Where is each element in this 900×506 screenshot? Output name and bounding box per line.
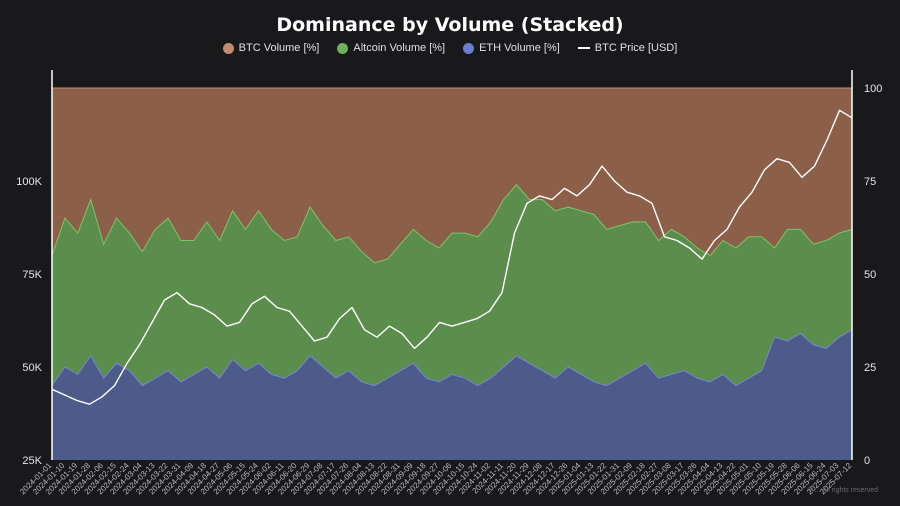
line-btc-price xyxy=(51,109,853,405)
y-left-tick-label: 75K xyxy=(22,269,42,281)
area-eth-volume xyxy=(52,329,852,460)
y-right-tick-label: 25 xyxy=(864,362,876,374)
y-right-tick-label: 0 xyxy=(864,455,870,467)
watermark: © ... All rights reserved xyxy=(807,487,878,494)
y-right-tick-label: 75 xyxy=(864,176,876,188)
y-left-tick-label: 50K xyxy=(22,362,42,374)
legend-label-altcoin-volume: Altcoin Volume [%] xyxy=(353,42,446,54)
legend-marker-eth-volume xyxy=(463,42,475,54)
legend-label-btc-volume: BTC Volume [%] xyxy=(238,42,320,54)
legend-label-eth-volume: ETH Volume [%] xyxy=(479,42,560,54)
y-left-tick-label: 100K xyxy=(16,176,42,188)
legend-item-btc-volume[interactable]: BTC Volume [%] xyxy=(222,42,320,54)
area-btc-volume xyxy=(52,88,852,263)
y-right-tick-label: 50 xyxy=(864,269,876,281)
legend-item-btc-price[interactable]: BTC Price [USD] xyxy=(577,42,678,54)
legend-item-eth-volume[interactable]: ETH Volume [%] xyxy=(463,42,560,54)
chart-title: Dominance by Volume (Stacked) xyxy=(276,14,624,36)
legend-marker-btc-volume xyxy=(222,42,234,54)
legend-marker-altcoin-volume xyxy=(337,42,349,54)
area-altcoin-volume xyxy=(52,184,852,386)
legend-label-btc-price: BTC Price [USD] xyxy=(594,42,678,54)
edge-altcoin-volume xyxy=(51,183,853,264)
y-left-tick-label: 25K xyxy=(22,455,42,467)
chart-legend: BTC Volume [%] Altcoin Volume [%] ETH Vo… xyxy=(0,42,900,54)
legend-marker-btc-price xyxy=(577,47,590,49)
edge-eth-volume xyxy=(51,329,853,387)
legend-item-altcoin-volume[interactable]: Altcoin Volume [%] xyxy=(337,42,445,54)
y-right-tick-label: 100 xyxy=(864,83,882,95)
